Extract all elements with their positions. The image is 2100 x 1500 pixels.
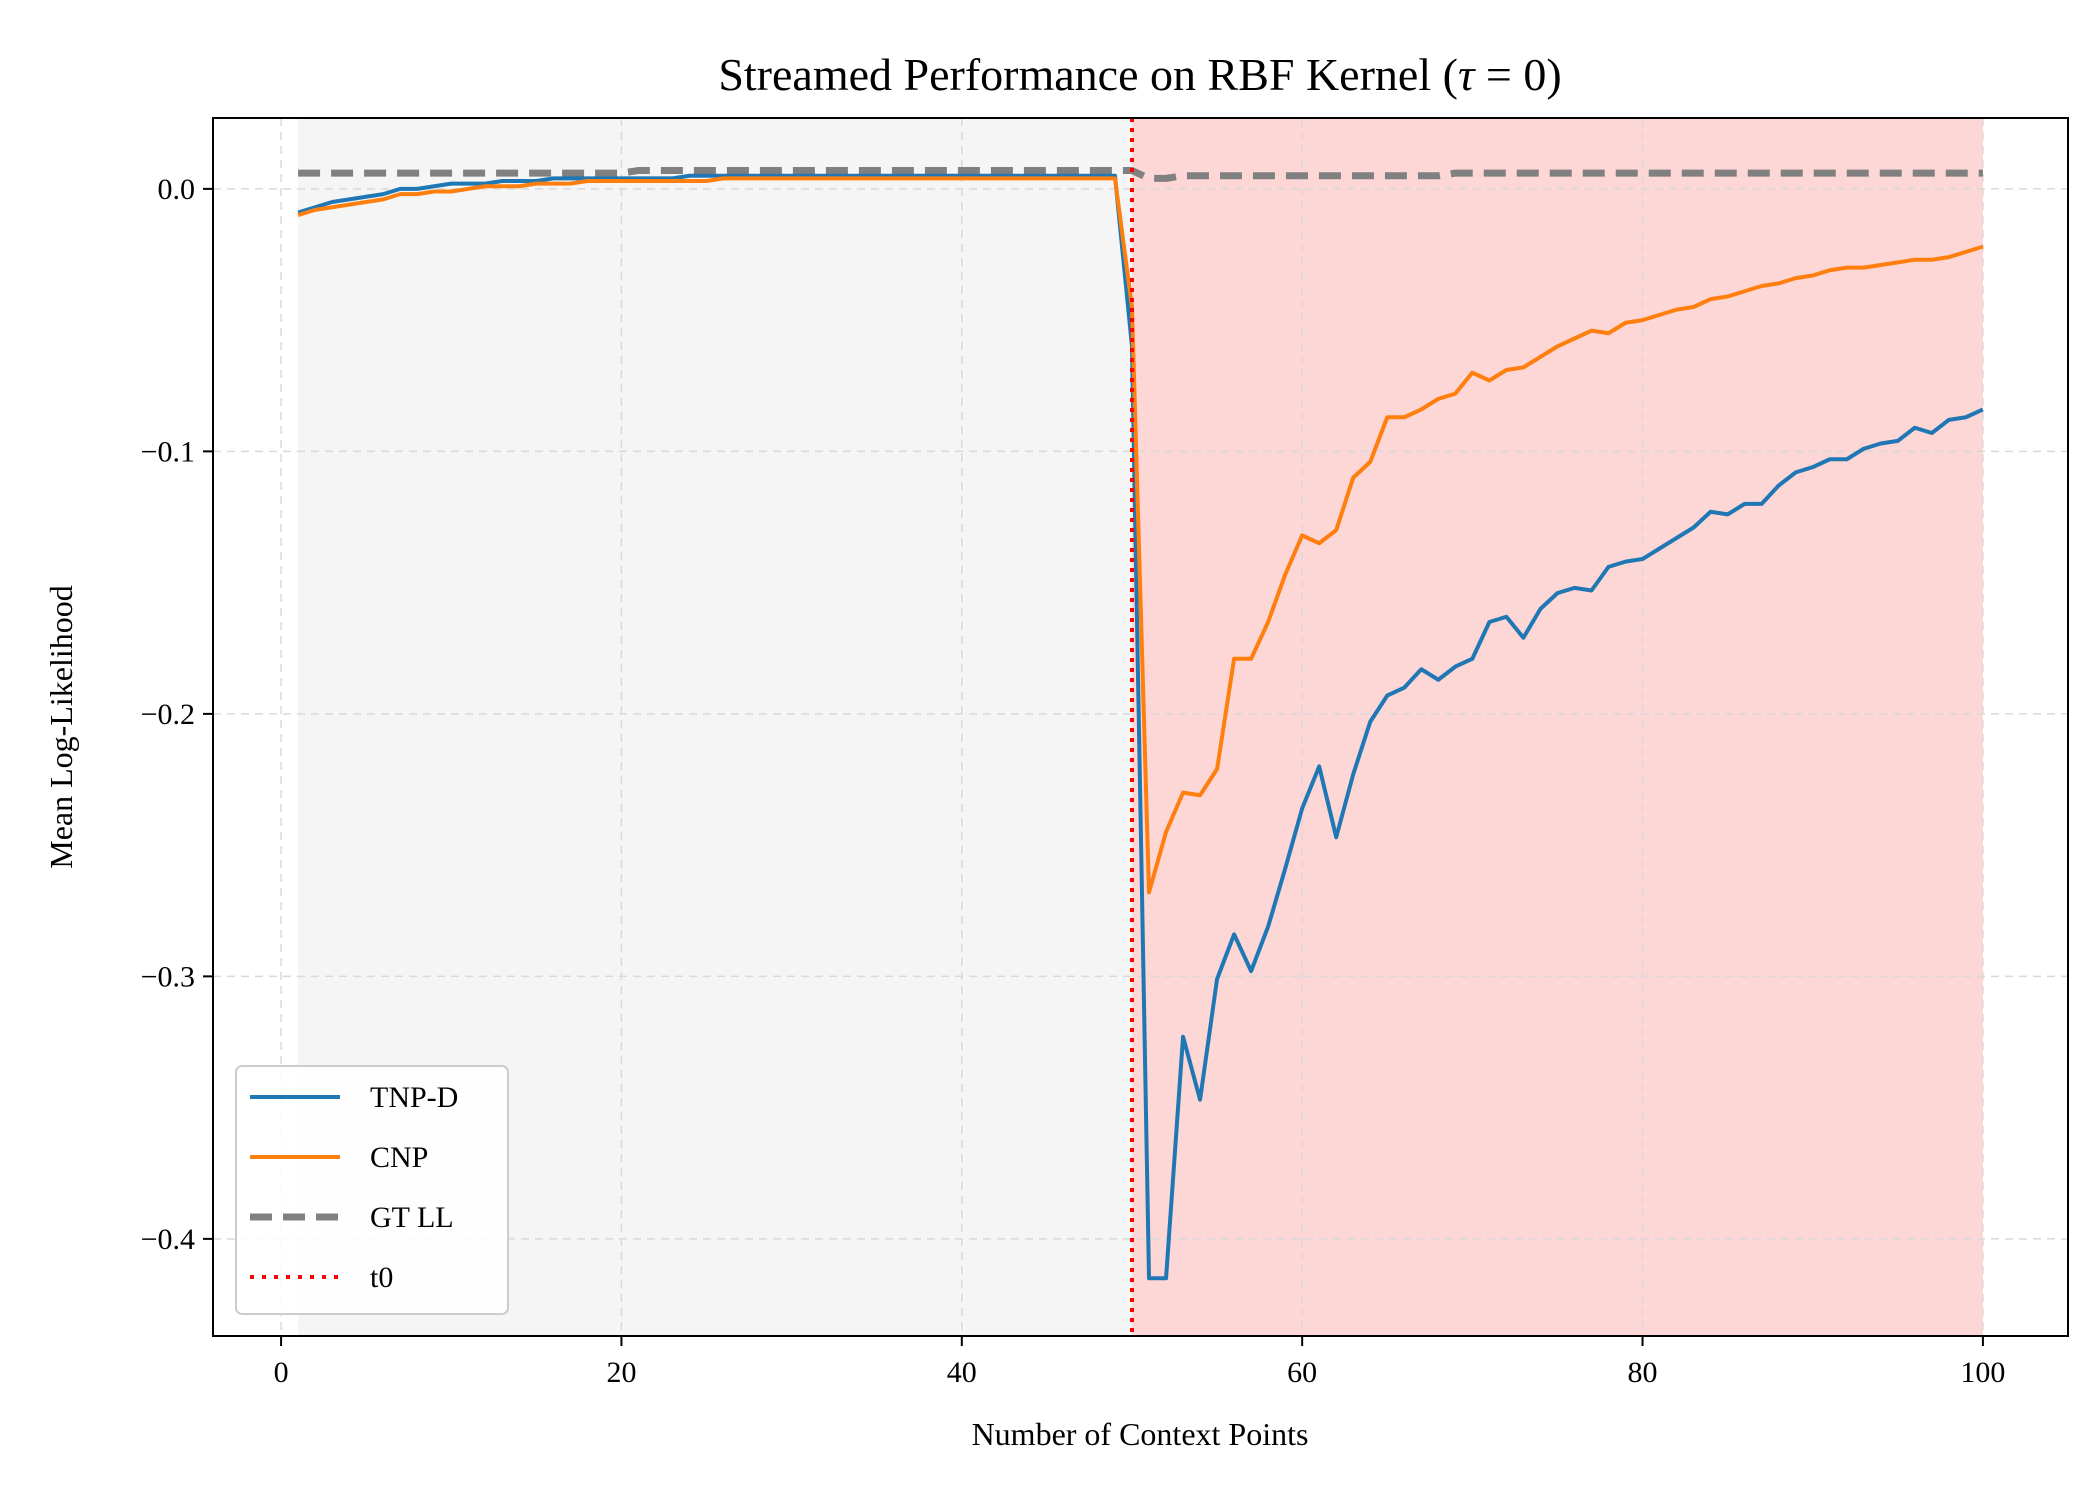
legend-label: t0 xyxy=(370,1261,393,1294)
x-tick-label: 40 xyxy=(947,1356,977,1389)
y-tick-label: 0.0 xyxy=(158,173,196,206)
series-line-tnp-d xyxy=(297,173,1984,1281)
legend: TNP-D CNP GT LL t0 xyxy=(235,1065,509,1315)
legend-box xyxy=(235,1065,509,1315)
series-line-gt-ll xyxy=(298,167,1983,182)
shaded-region-2 xyxy=(1131,118,1983,1336)
y-tick-label: −0.2 xyxy=(141,698,195,731)
y-axis-ticks: 0.0 −0.1 −0.2 −0.3 −0.4 xyxy=(141,173,213,1256)
chart-title: Streamed Performance on RBF Kernel (τ = … xyxy=(718,49,1561,100)
x-tick-label: 60 xyxy=(1287,1356,1317,1389)
x-tick-label: 100 xyxy=(1960,1356,2005,1389)
y-tick-label: −0.4 xyxy=(141,1223,195,1256)
legend-label: CNP xyxy=(370,1141,428,1174)
plot-frame xyxy=(212,117,2069,1337)
legend-label: TNP-D xyxy=(370,1081,458,1114)
data-series xyxy=(297,167,1984,1281)
y-axis-label: Mean Log-Likelihood xyxy=(43,585,79,868)
x-axis-label: Number of Context Points xyxy=(972,1416,1309,1452)
series-line-cnp xyxy=(297,176,1984,895)
y-tick-label: −0.1 xyxy=(141,435,195,468)
legend-label: GT LL xyxy=(370,1201,454,1234)
x-axis-ticks: 0 20 40 60 80 100 xyxy=(274,1336,2005,1389)
x-tick-label: 20 xyxy=(606,1356,636,1389)
y-tick-label: −0.3 xyxy=(141,960,195,993)
x-tick-label: 0 xyxy=(274,1356,289,1389)
x-tick-label: 80 xyxy=(1628,1356,1658,1389)
